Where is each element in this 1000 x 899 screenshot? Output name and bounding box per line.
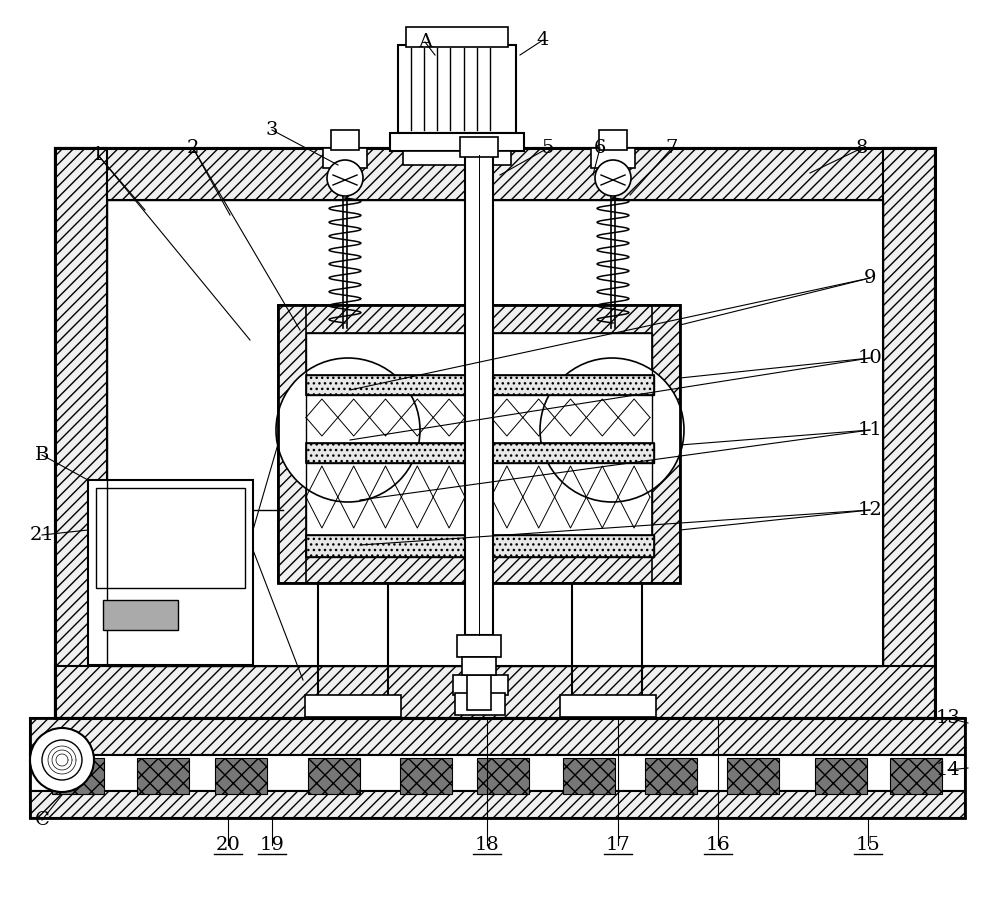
Bar bbox=[306, 375, 654, 395]
Bar bbox=[560, 695, 656, 717]
Bar bbox=[563, 758, 615, 794]
Text: 8: 8 bbox=[856, 139, 868, 157]
Text: 15: 15 bbox=[856, 836, 880, 854]
Text: B: B bbox=[35, 446, 49, 464]
Text: 7: 7 bbox=[666, 139, 678, 157]
Bar bbox=[308, 758, 360, 794]
Bar bbox=[462, 657, 496, 675]
Text: 9: 9 bbox=[864, 269, 876, 287]
Bar bbox=[278, 305, 680, 333]
Text: 12: 12 bbox=[858, 501, 882, 519]
Bar bbox=[465, 155, 493, 635]
Bar bbox=[591, 148, 635, 168]
Bar bbox=[306, 535, 654, 557]
Bar bbox=[30, 755, 965, 791]
Text: 6: 6 bbox=[594, 139, 606, 157]
Bar bbox=[306, 375, 654, 395]
Text: 1: 1 bbox=[92, 146, 104, 164]
Bar bbox=[55, 148, 935, 200]
Bar bbox=[55, 666, 935, 718]
Bar bbox=[323, 148, 367, 168]
Bar bbox=[599, 130, 627, 150]
Bar bbox=[52, 758, 104, 794]
Bar bbox=[306, 443, 654, 463]
Text: 10: 10 bbox=[858, 349, 882, 367]
Text: 14: 14 bbox=[936, 761, 960, 779]
Bar bbox=[331, 130, 359, 150]
Bar bbox=[305, 695, 401, 717]
Bar bbox=[30, 718, 965, 818]
Bar bbox=[55, 148, 935, 718]
Text: 4: 4 bbox=[537, 31, 549, 49]
Bar bbox=[278, 305, 680, 583]
Bar bbox=[55, 148, 107, 718]
Bar bbox=[306, 333, 652, 555]
Bar bbox=[306, 443, 654, 463]
Bar bbox=[460, 137, 498, 157]
Text: 20: 20 bbox=[216, 836, 240, 854]
Bar bbox=[96, 488, 245, 588]
Bar bbox=[467, 675, 491, 710]
Text: 13: 13 bbox=[936, 709, 960, 727]
Bar bbox=[278, 555, 680, 583]
Bar bbox=[390, 133, 524, 151]
Bar bbox=[30, 718, 965, 755]
Circle shape bbox=[327, 160, 363, 196]
Bar bbox=[278, 305, 306, 583]
Text: A: A bbox=[418, 33, 432, 51]
Circle shape bbox=[30, 728, 94, 792]
Text: 21: 21 bbox=[30, 526, 54, 544]
Text: 17: 17 bbox=[606, 836, 630, 854]
Text: C: C bbox=[35, 811, 49, 829]
Bar bbox=[400, 758, 452, 794]
Text: 2: 2 bbox=[187, 139, 199, 157]
Bar bbox=[398, 45, 516, 133]
Bar bbox=[457, 635, 501, 657]
Text: 5: 5 bbox=[542, 139, 554, 157]
Bar bbox=[455, 693, 505, 715]
Bar bbox=[103, 600, 178, 630]
Bar bbox=[883, 148, 935, 718]
Bar bbox=[306, 535, 654, 557]
Bar bbox=[215, 758, 267, 794]
Text: 18: 18 bbox=[475, 836, 499, 854]
Bar bbox=[406, 27, 508, 47]
Bar bbox=[30, 791, 965, 818]
Bar bbox=[137, 758, 189, 794]
Bar bbox=[727, 758, 779, 794]
Text: 16: 16 bbox=[706, 836, 730, 854]
Bar bbox=[890, 758, 942, 794]
Bar bbox=[403, 151, 511, 165]
Bar bbox=[107, 200, 883, 666]
Text: 11: 11 bbox=[858, 421, 882, 439]
Circle shape bbox=[276, 358, 420, 502]
Text: 3: 3 bbox=[266, 121, 278, 139]
Text: 19: 19 bbox=[260, 836, 284, 854]
Bar bbox=[652, 305, 680, 583]
Bar bbox=[645, 758, 697, 794]
Bar bbox=[453, 675, 508, 695]
Bar bbox=[88, 480, 253, 665]
Bar bbox=[815, 758, 867, 794]
Bar bbox=[477, 758, 529, 794]
Circle shape bbox=[540, 358, 684, 502]
Circle shape bbox=[42, 740, 82, 780]
Circle shape bbox=[595, 160, 631, 196]
